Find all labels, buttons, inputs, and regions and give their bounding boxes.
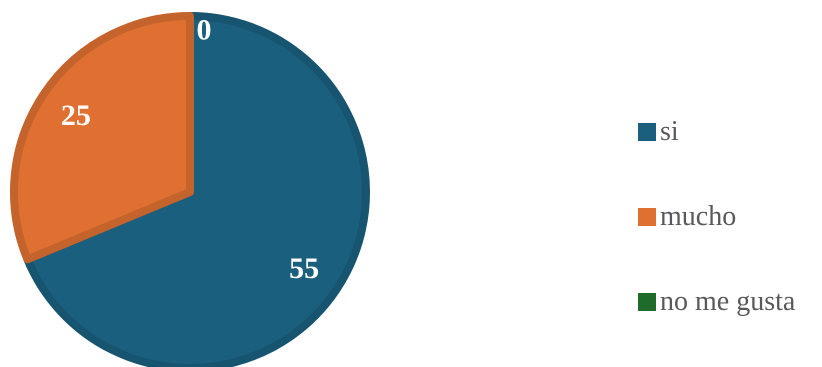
legend-item-mucho: mucho [638, 197, 818, 237]
legend-item-si: si [638, 112, 818, 152]
data-label-mucho: 25 [61, 99, 91, 132]
legend-item-no-me-gusta: no me gusta [638, 282, 818, 322]
legend-label-si: si [660, 116, 679, 147]
legend-swatch-no-me-gusta [638, 293, 656, 311]
legend: si mucho no me gusta [638, 112, 818, 367]
legend-label-mucho: mucho [660, 201, 737, 232]
legend-swatch-mucho [638, 208, 656, 226]
pie-slices [10, 12, 370, 367]
pie-slice-mucho [10, 12, 194, 264]
data-label-no-me-gusta: 0 [197, 14, 212, 47]
pie-slice-si [23, 12, 370, 367]
pie-data-labels: 55 25 0 [61, 14, 319, 285]
data-label-si: 55 [289, 252, 319, 285]
legend-swatch-si [638, 123, 656, 141]
legend-label-no-me-gusta: no me gusta [660, 286, 796, 317]
